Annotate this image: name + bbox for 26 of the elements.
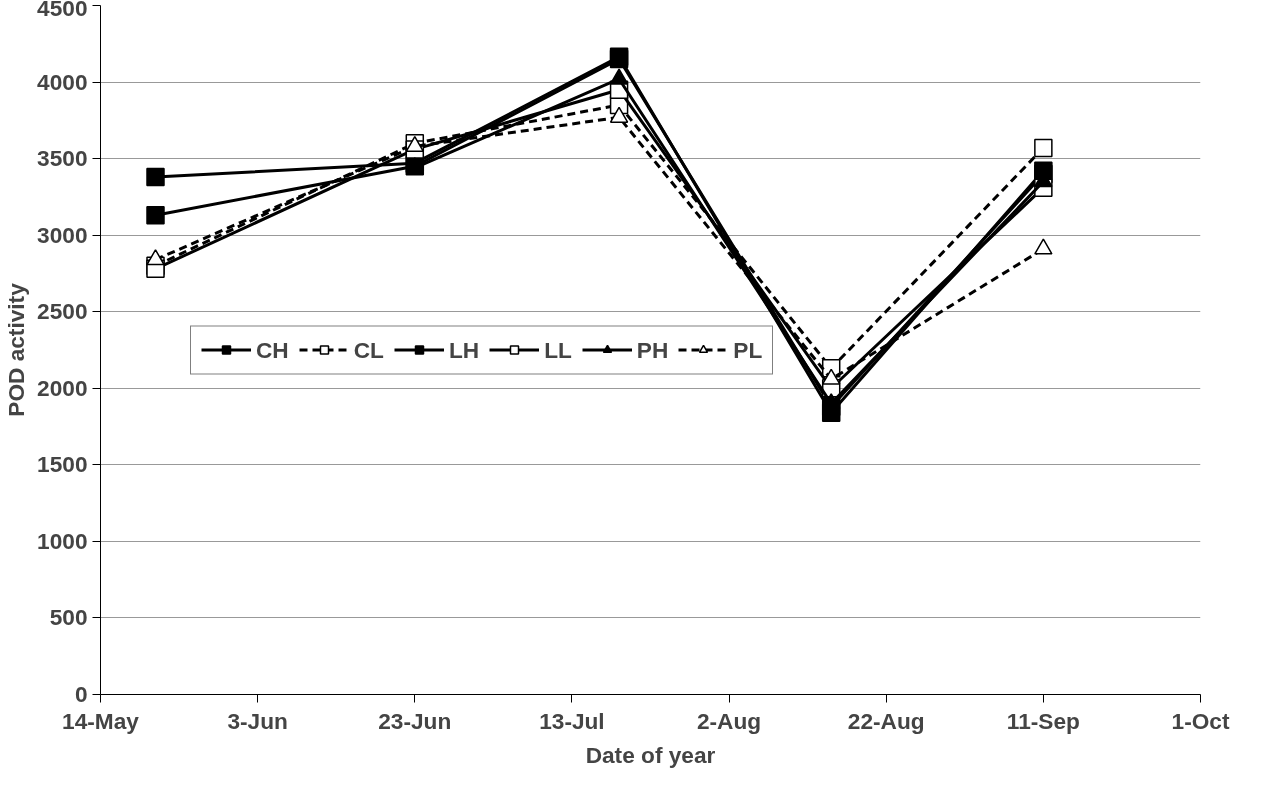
x-tick-label: 13-Jul (539, 707, 605, 734)
y-tick-label: 0 (74, 681, 88, 707)
x-tick-label: 11-Sep (1006, 707, 1080, 734)
y-tick-label: 4500 (37, 0, 88, 21)
y-tick-label: 4000 (37, 68, 88, 95)
x-tick-label: 3-Jun (227, 707, 288, 734)
legend-label: PL (733, 336, 763, 363)
x-tick-label: 14-May (62, 707, 140, 734)
y-tick-label: 3500 (37, 145, 88, 172)
y-tick-label: 1500 (37, 451, 88, 478)
x-axis-title: Date of year (585, 741, 716, 768)
legend-label: CL (353, 336, 384, 363)
x-tick-label: 1-Oct (1171, 707, 1230, 734)
legend-label: LH (448, 336, 480, 363)
x-tick-label: 22-Aug (847, 707, 925, 734)
y-tick-label: 2500 (37, 298, 88, 325)
y-tick-label: 500 (49, 604, 88, 631)
legend-label: PH (636, 336, 669, 363)
y-tick-label: 1000 (37, 527, 88, 554)
legend-label: CH (256, 336, 289, 363)
legend-label: LL (544, 336, 572, 363)
x-tick-label: 2-Aug (696, 707, 762, 734)
y-axis-title: POD activity (3, 282, 30, 417)
y-tick-label: 3000 (37, 221, 88, 248)
x-tick-label: 23-Jun (378, 707, 452, 734)
y-tick-label: 2000 (37, 374, 88, 401)
